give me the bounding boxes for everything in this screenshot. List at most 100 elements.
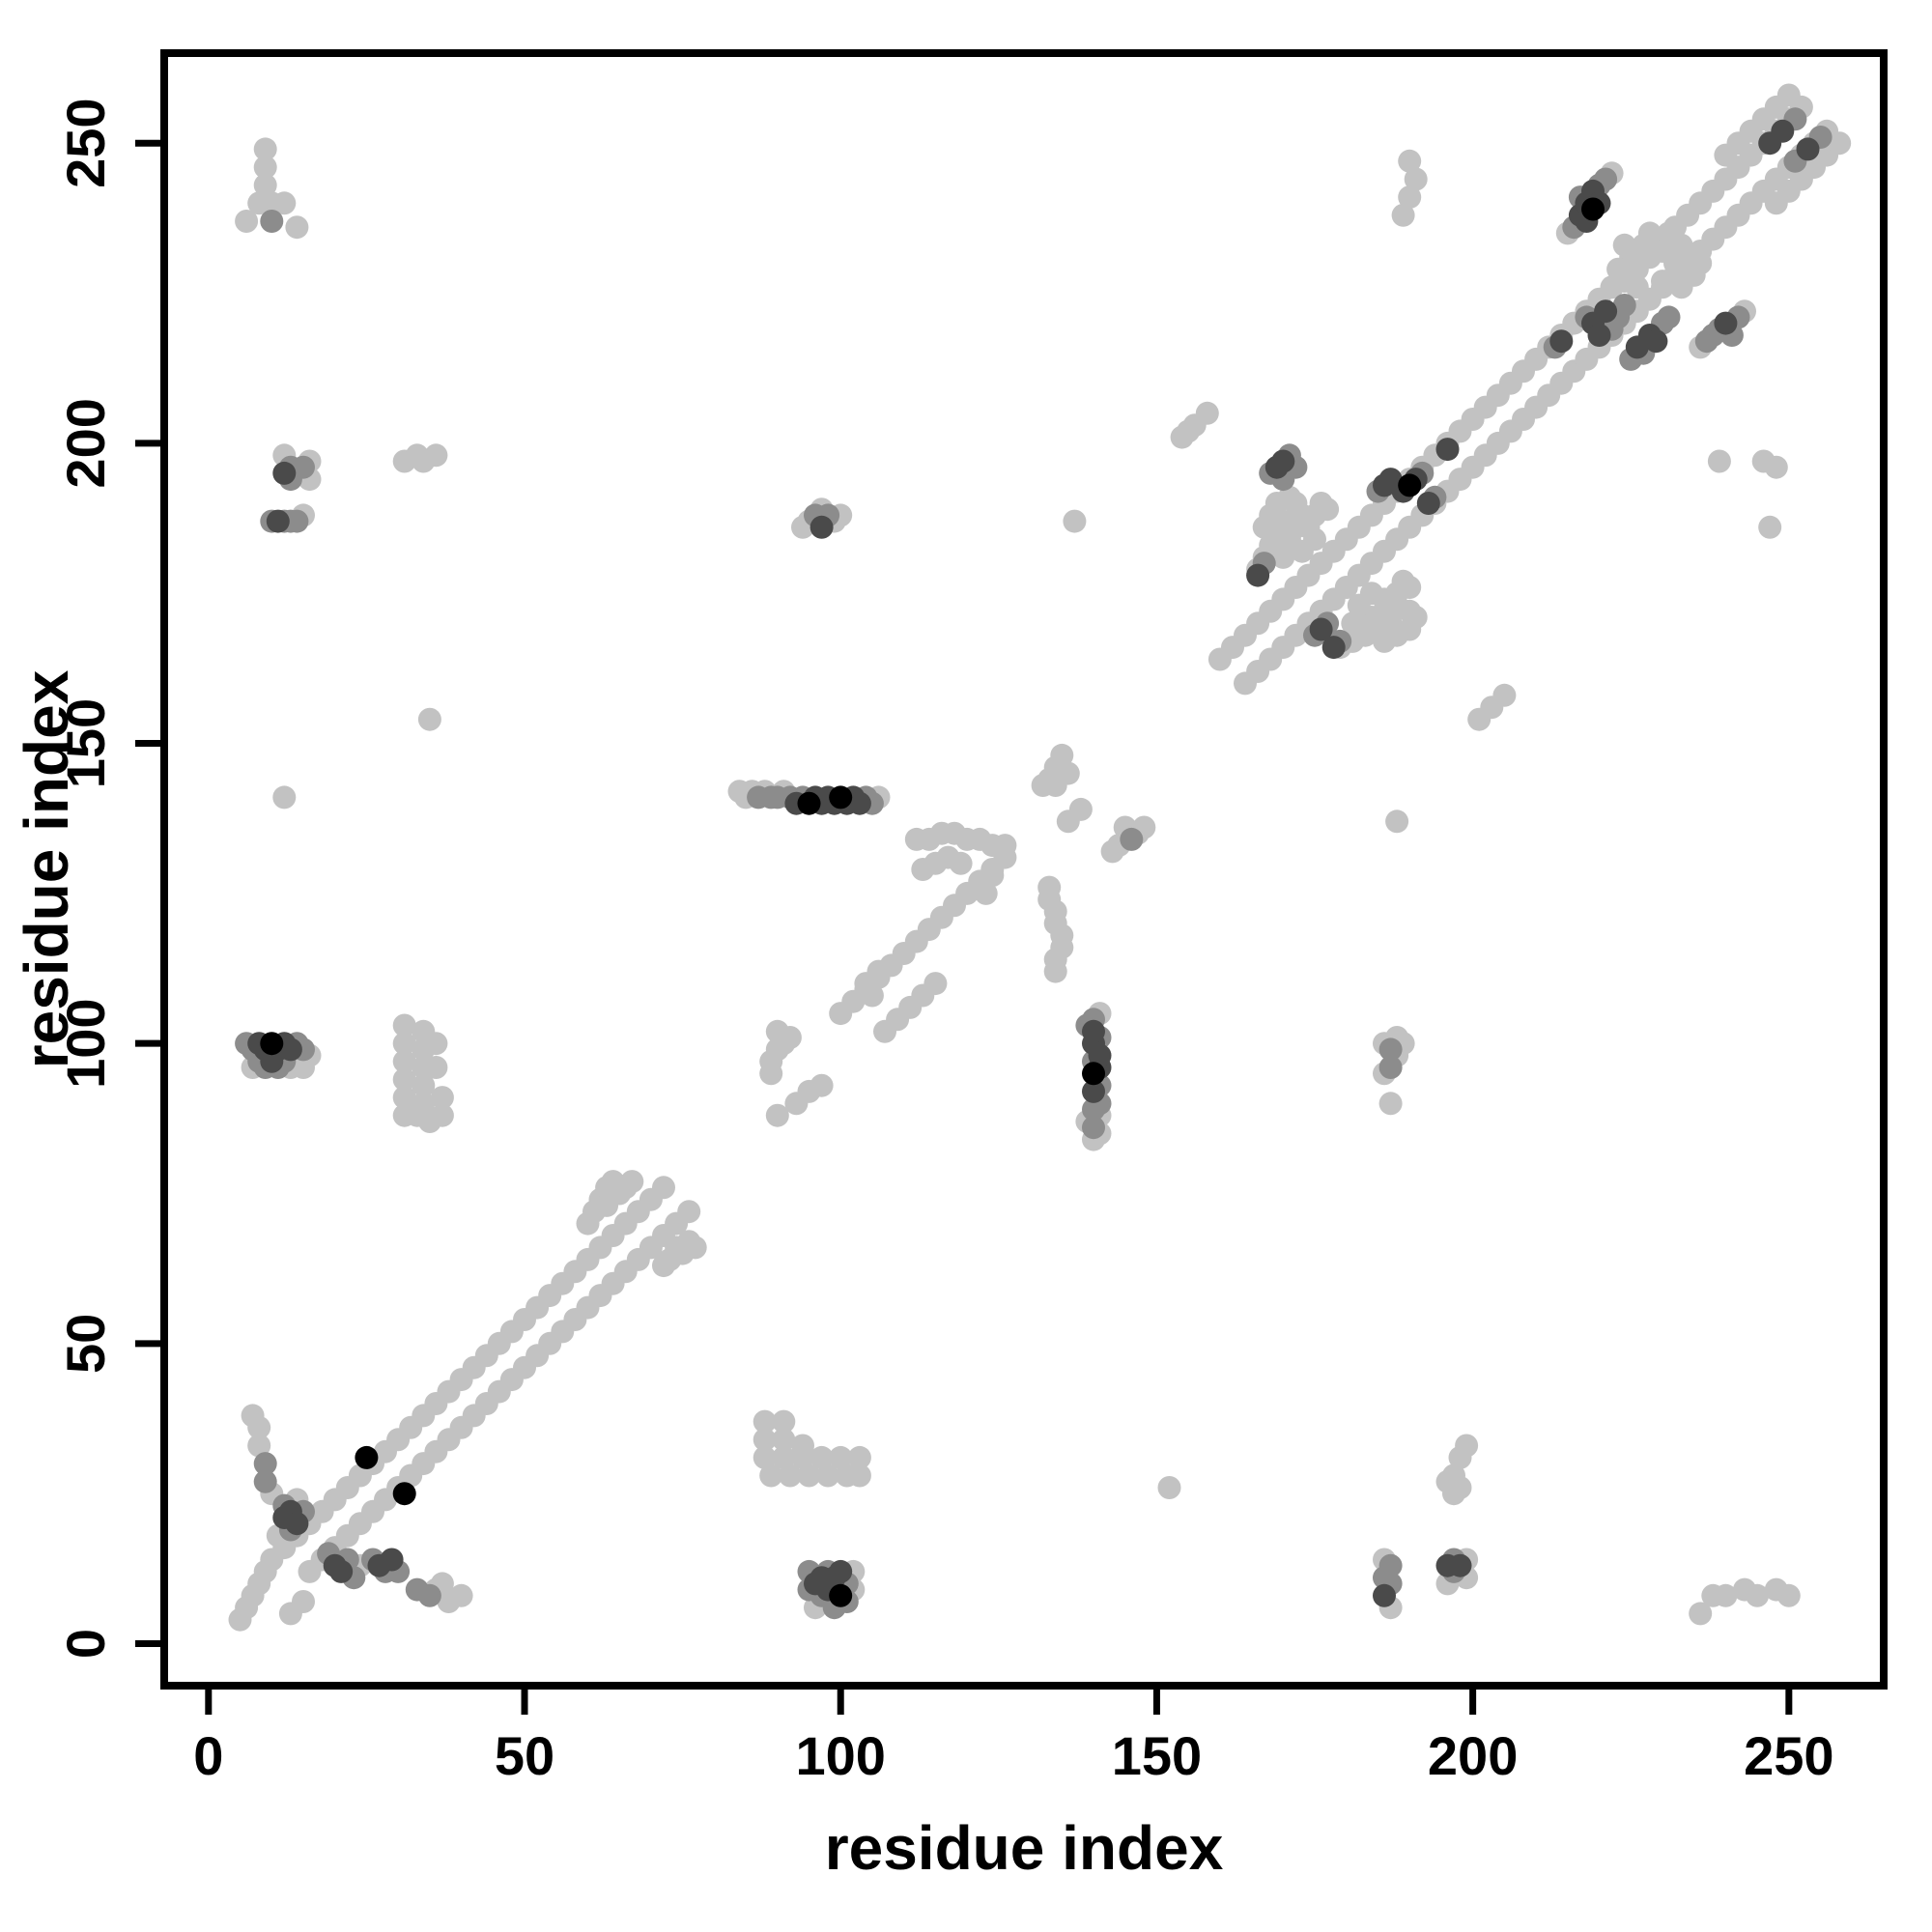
data-point (1373, 1583, 1396, 1607)
data-point (247, 1434, 271, 1458)
data-point (260, 1548, 284, 1572)
data-point (810, 1073, 834, 1097)
data-point (253, 1452, 277, 1476)
data-point (1764, 455, 1788, 479)
data-point (778, 1026, 802, 1049)
data-point (424, 443, 448, 468)
data-point (829, 785, 853, 810)
data-point (1651, 270, 1674, 294)
data-point (847, 1463, 871, 1488)
data-point (595, 1193, 619, 1217)
x-tick-label: 200 (1428, 1725, 1518, 1786)
data-point (272, 461, 297, 485)
data-point (1448, 1476, 1472, 1499)
data-point (1625, 275, 1649, 299)
data-point (816, 1463, 840, 1488)
data-point (765, 1103, 789, 1127)
data-point (1082, 1079, 1105, 1103)
x-axis-label: residue index (825, 1813, 1224, 1883)
y-axis-ticks: 0 50 100 150 200 250 (55, 98, 164, 1659)
data-point (241, 1404, 265, 1428)
data-point (1385, 810, 1409, 834)
x-tick-label: 50 (495, 1725, 554, 1786)
data-point (1663, 251, 1687, 275)
data-point (1271, 545, 1295, 569)
data-point (867, 959, 891, 983)
data-point (355, 1445, 379, 1469)
data-point (949, 851, 973, 875)
data-point (1316, 497, 1340, 522)
data-point (292, 1590, 315, 1613)
data-point (1707, 449, 1731, 473)
y-tick-label: 0 (55, 1629, 116, 1659)
data-point (1657, 305, 1681, 329)
data-point (683, 1236, 707, 1260)
data-point (253, 173, 277, 197)
data-point (405, 1103, 429, 1127)
data-point (1549, 329, 1574, 354)
data-point (1404, 167, 1428, 191)
data-point (285, 1512, 309, 1536)
data-point (1828, 131, 1852, 156)
data-point (759, 1463, 783, 1488)
data-point (1359, 582, 1383, 606)
data-point (829, 1445, 853, 1469)
data-point (424, 1056, 448, 1079)
data-point (417, 1583, 441, 1607)
data-point (424, 1032, 448, 1056)
data-point (1398, 185, 1422, 210)
data-point (272, 785, 297, 810)
data-point (1378, 1056, 1403, 1079)
y-tick-label: 250 (55, 98, 116, 187)
data-point (1043, 774, 1067, 797)
data-point (1378, 1553, 1403, 1577)
data-point (753, 1428, 777, 1452)
data-point (576, 1211, 600, 1236)
data-point (1714, 1583, 1738, 1607)
data-point (1120, 827, 1144, 851)
data-point (759, 1062, 783, 1086)
data-point (1321, 636, 1346, 660)
data-point (652, 1254, 675, 1278)
data-point (1669, 233, 1693, 257)
data-point (1612, 233, 1636, 257)
data-point (1391, 569, 1415, 593)
data-point (1416, 492, 1440, 515)
y-tick-label: 50 (55, 1314, 116, 1374)
data-point (272, 191, 297, 215)
data-point (430, 1103, 454, 1127)
data-point (829, 1583, 853, 1607)
data-point (1100, 839, 1124, 864)
data-point (1082, 1116, 1105, 1140)
data-point (1177, 419, 1201, 443)
data-point (1758, 131, 1782, 156)
data-point (392, 1049, 416, 1073)
data-point (329, 1559, 354, 1583)
data-point (974, 881, 998, 905)
data-point (980, 864, 1005, 888)
data-point (1378, 468, 1403, 492)
data-point (829, 1559, 853, 1583)
data-point (1606, 257, 1631, 281)
data-point (1157, 1476, 1181, 1499)
data-point (1776, 83, 1801, 107)
data-point (847, 791, 871, 815)
data-point (847, 1445, 871, 1469)
data-point (1063, 509, 1087, 533)
x-tick-label: 150 (1112, 1725, 1202, 1786)
x-tick-label: 250 (1744, 1725, 1833, 1786)
data-point (392, 1032, 416, 1056)
data-point (1492, 683, 1517, 707)
data-point (1435, 438, 1460, 462)
data-point (417, 707, 441, 731)
y-tick-label: 150 (55, 698, 116, 788)
data-point (810, 515, 834, 539)
data-point (1398, 149, 1422, 173)
data-point (392, 1482, 416, 1506)
y-tick-label: 100 (55, 998, 116, 1088)
data-point (1195, 401, 1219, 425)
data-point (860, 983, 884, 1008)
data-point (772, 1445, 796, 1469)
x-tick-label: 100 (796, 1725, 886, 1786)
